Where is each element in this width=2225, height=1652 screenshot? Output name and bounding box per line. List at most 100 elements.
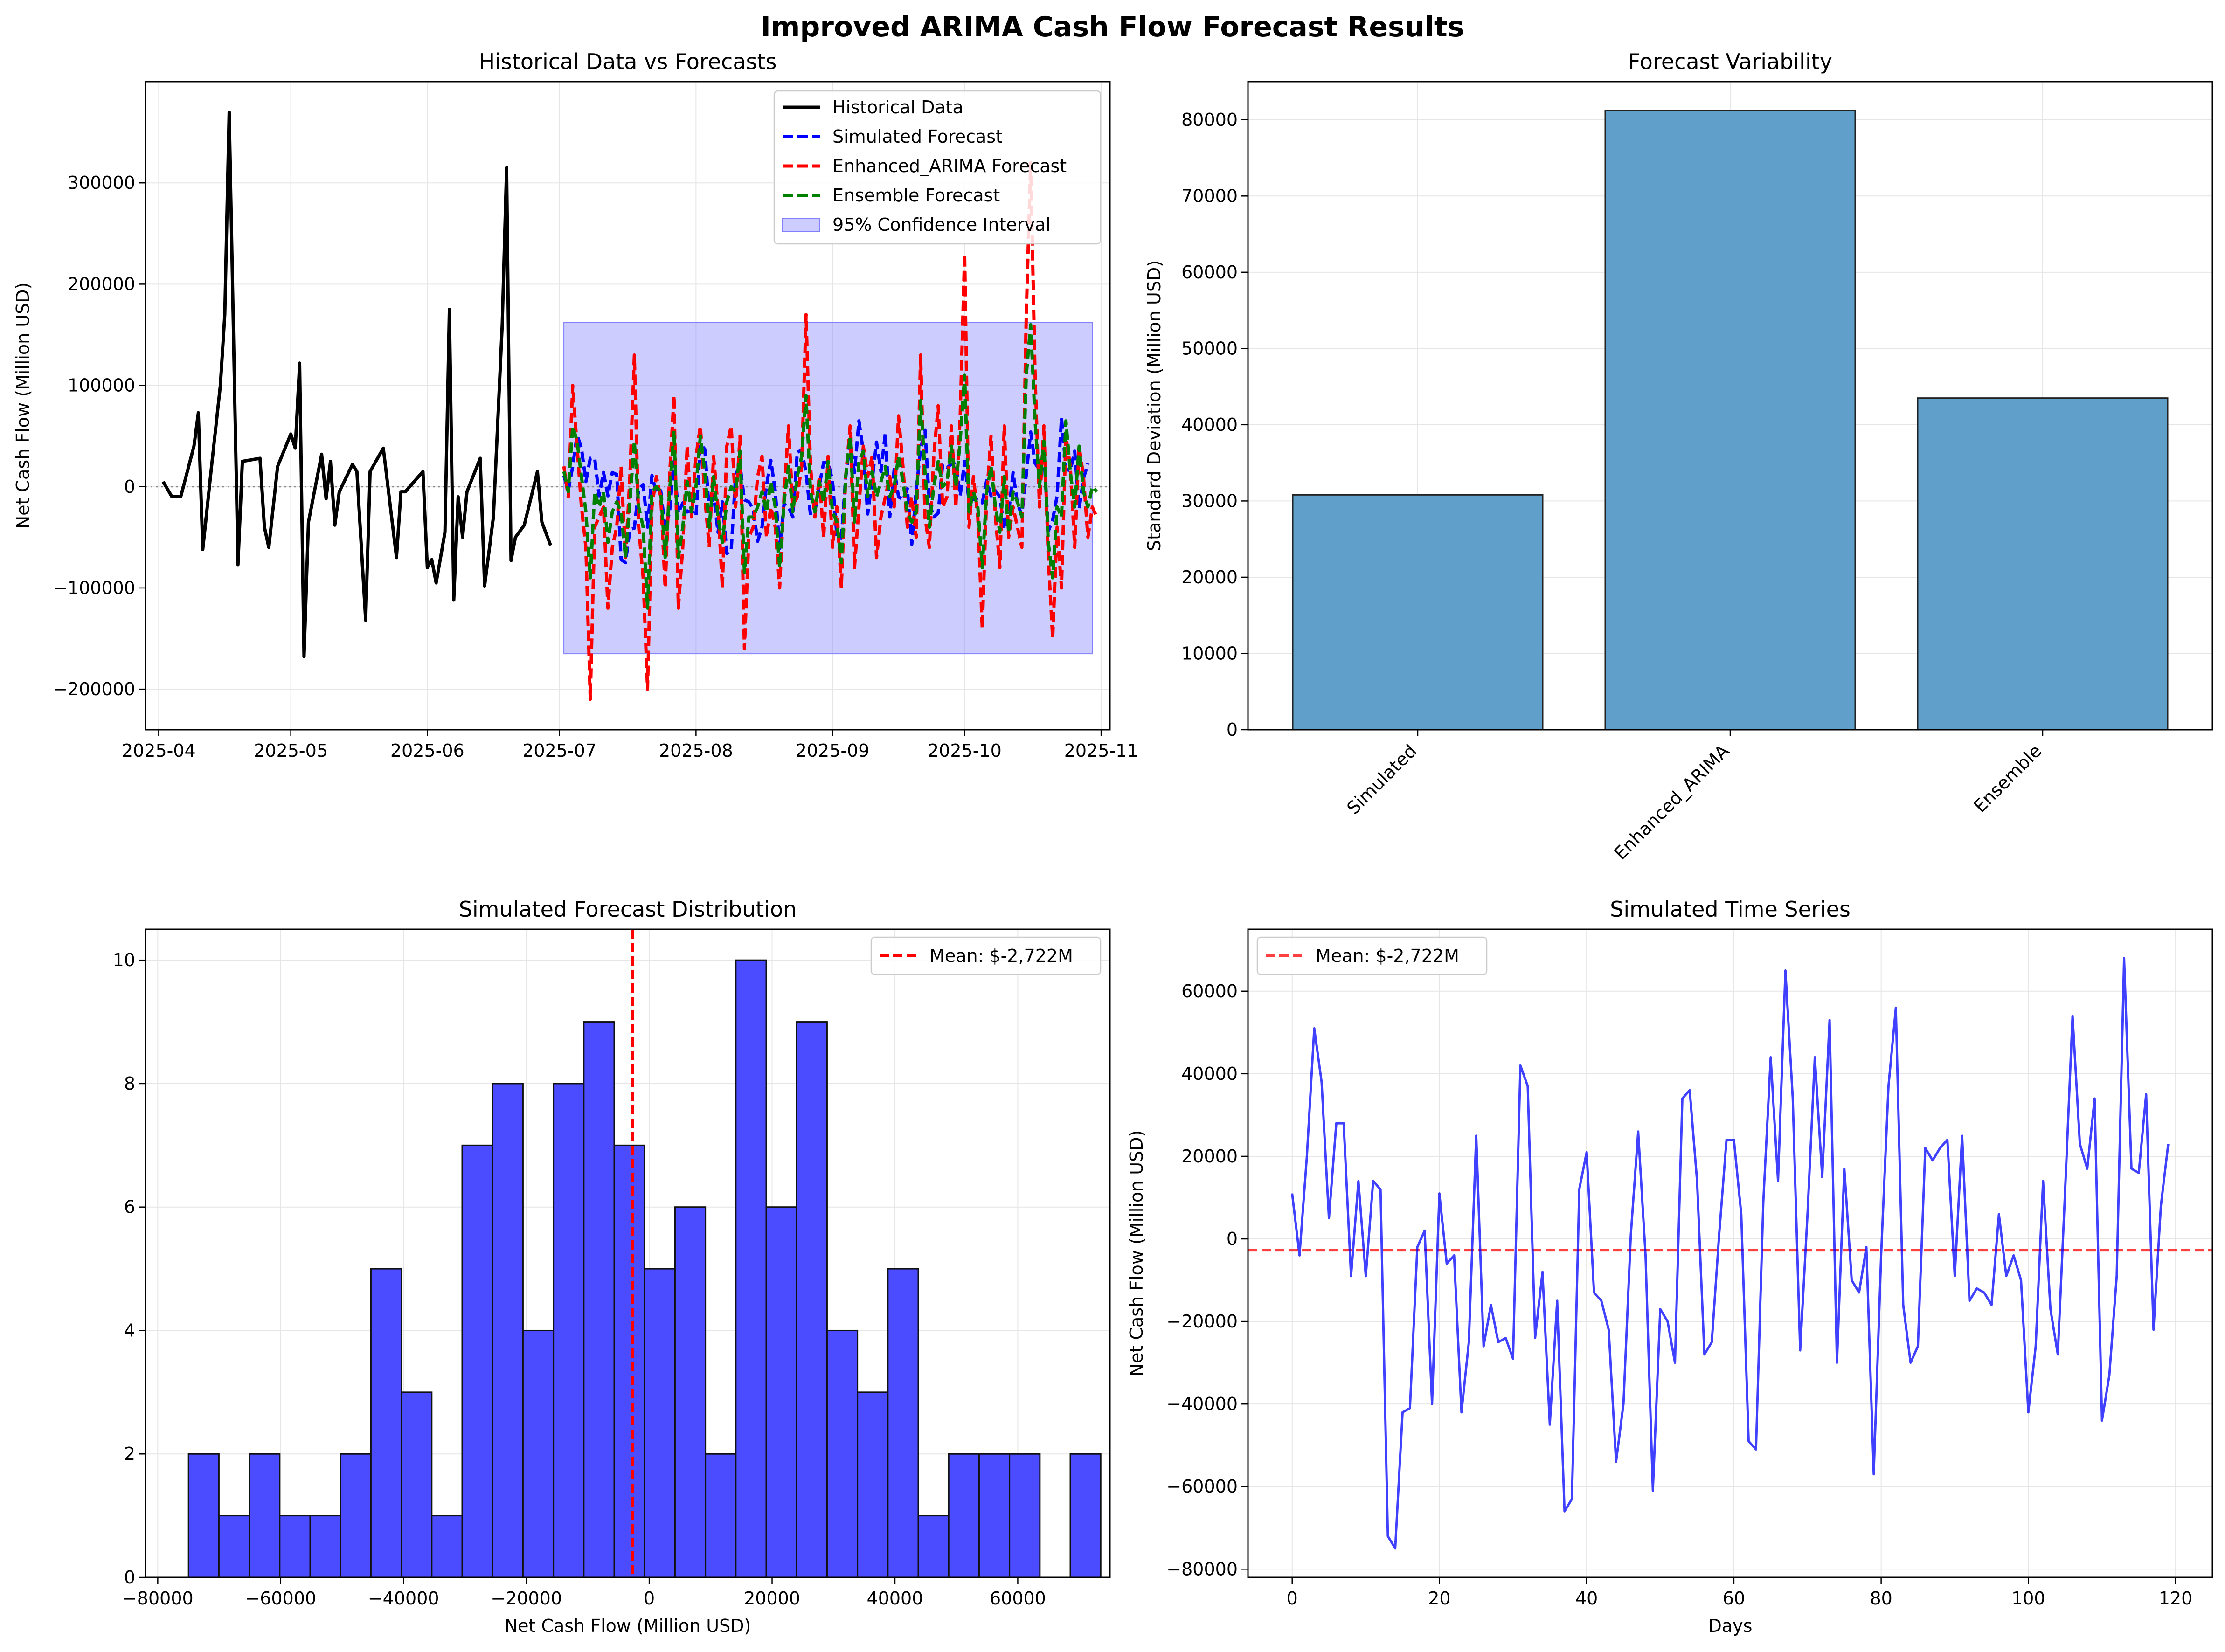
p1-ytick-label: 200000 [68, 274, 135, 294]
p3-ytick-label: 0 [124, 1567, 135, 1588]
p2-title: Forecast Variability [1628, 49, 1832, 74]
p4-series-line [1291, 957, 2170, 1550]
p2-ytick-label: 10000 [1181, 643, 1238, 664]
p4-xtick-label: 120 [2159, 1588, 2193, 1609]
p1-ensemble-forecast-line [562, 323, 1098, 610]
p2-ytick-label: 50000 [1181, 338, 1238, 359]
p3-histogram-bar [705, 1453, 737, 1578]
legend-box [773, 90, 1102, 245]
p1-legend-simulated-label: Simulated Forecast [832, 126, 1003, 147]
p1-xtick-label: 2025-09 [796, 740, 870, 761]
p3-ytick-label: 6 [124, 1197, 135, 1217]
p3-ytick-label: 4 [124, 1320, 135, 1341]
p3-ticks: 0 2 4 6 8 10 −80000 −60000 −40000 −20000 0 20000 400… [113, 950, 1046, 1609]
p4-title: Simulated Time Series [1610, 897, 1851, 922]
p4-x-axis-label: Days [1708, 1616, 1753, 1636]
p3-histogram-bar [461, 1144, 493, 1578]
p3-frame [145, 928, 1111, 1578]
p1-series-lines [161, 110, 1098, 701]
p1-legend-ci-label: 95% Confidence Interval [832, 214, 1051, 235]
p4-grid [1248, 929, 2212, 1577]
p1-ytick-label: 300000 [68, 173, 135, 193]
p3-ytick-label: 8 [124, 1073, 135, 1094]
p3-xtick-label: −20000 [491, 1588, 562, 1609]
p3-histogram-bar [218, 1515, 250, 1578]
p2-xtick-label: Simulated [1343, 740, 1421, 818]
p4-ytick-label: 60000 [1181, 981, 1238, 1002]
legend-box [870, 936, 1102, 975]
p2-bars [1292, 110, 2169, 731]
p1-ytick-label: −100000 [53, 578, 135, 598]
p3-histogram-bar [735, 959, 767, 1578]
p1-xtick-label: 2025-06 [390, 740, 464, 761]
p2-ytick-label: 0 [1227, 719, 1238, 740]
p4-simulated-line [1291, 957, 2170, 1550]
p4-frame [1247, 928, 2213, 1578]
p3-ytick-label: 2 [124, 1444, 135, 1464]
p1-legend: Historical Data Simulated Forecast Enhance… [773, 90, 1102, 245]
p3-legend: Mean: $-2,722M [870, 936, 1102, 975]
p2-ytick-label: 40000 [1181, 415, 1238, 435]
p4-ytick-label: −80000 [1166, 1559, 1238, 1579]
p4-ytick-label: −40000 [1166, 1394, 1238, 1414]
p1-ticks: −200000 −100000 0 100000 200000 300000 2025-04… [53, 173, 1138, 761]
p2-xtick-label: Enhanced_ARIMA [1610, 740, 1733, 864]
p1-simulated-forecast-line [562, 416, 1090, 565]
p2-bar-simulated [1292, 494, 1544, 731]
p4-ytick-label: 20000 [1181, 1146, 1238, 1167]
p4-ticks: −80000 −60000 −40000 −20000 0 20000 40000 60000… [1166, 981, 2192, 1609]
p3-histogram-bar [857, 1391, 889, 1578]
p2-ytick-label: 30000 [1181, 491, 1238, 511]
p2-xtick-label: Ensemble [1969, 740, 2045, 816]
p3-histogram-bar [765, 1206, 797, 1578]
p1-legend-arima-label: Enhanced_ARIMA Forecast [832, 156, 1067, 176]
p1-y-axis-label: Net Cash Flow (Million USD) [13, 283, 33, 529]
p1-title: Historical Data vs Forecasts [479, 49, 777, 74]
p3-ytick-label: 10 [113, 950, 135, 970]
p3-histogram-bar [917, 1515, 950, 1578]
p4-legend-mean-label: Mean: $-2,722M [1316, 946, 1459, 966]
p3-xtick-label: −80000 [122, 1588, 194, 1609]
p4-ytick-label: −20000 [1166, 1311, 1238, 1332]
simulated-distribution-chart: 0 2 4 6 8 10 −80000 −60000 −40000 −20000 0 20000 400… [113, 897, 1111, 1636]
p3-histogram-bar [553, 1083, 585, 1578]
legend-box [1256, 936, 1488, 975]
p2-frame [1247, 81, 2213, 731]
p1-ytick-label: 100000 [68, 375, 135, 396]
p3-xtick-label: −60000 [245, 1588, 316, 1609]
p3-histogram-bar [613, 1144, 645, 1578]
p2-ytick-label: 60000 [1181, 262, 1238, 283]
p3-xtick-label: 60000 [990, 1588, 1046, 1609]
p1-xtick-label: 2025-11 [1064, 740, 1138, 761]
p3-legend-mean-label: Mean: $-2,722M [929, 946, 1073, 966]
p4-ytick-label: −60000 [1166, 1476, 1238, 1497]
p3-histogram-bar [583, 1021, 615, 1578]
p2-ytick-label: 80000 [1181, 110, 1238, 130]
p4-xtick-label: 80 [1870, 1588, 1892, 1609]
simulated-time-series-chart: −80000 −60000 −40000 −20000 0 20000 40000 60000… [1126, 897, 2213, 1636]
p3-xtick-label: 20000 [744, 1588, 800, 1609]
p3-histogram-bars [187, 959, 1102, 1578]
p3-histogram-bar [309, 1515, 341, 1578]
p1-xtick-label: 2025-07 [522, 740, 596, 761]
p4-xtick-label: 60 [1723, 1588, 1745, 1609]
p2-y-axis-label: Standard Deviation (Million USD) [1144, 260, 1164, 551]
p3-histogram-bar [826, 1329, 859, 1578]
p4-ytick-label: 40000 [1181, 1064, 1238, 1084]
p2-bar-ensemble [1917, 397, 2169, 731]
p3-histogram-bar [522, 1329, 555, 1578]
p3-histogram-bar [279, 1515, 311, 1578]
p1-xtick-label: 2025-08 [659, 740, 733, 761]
p4-xtick-label: 0 [1287, 1588, 1298, 1609]
p1-ytick-label: −200000 [53, 679, 135, 699]
p1-historical-line [161, 110, 552, 659]
p3-histogram-bar [370, 1268, 402, 1578]
forecast-variability-chart: 0 10000 20000 30000 40000 50000 60000 70000 8000… [1144, 49, 2213, 864]
p3-histogram-bar [948, 1453, 980, 1578]
p3-histogram-bar [1069, 1453, 1102, 1578]
p1-frame [145, 81, 1111, 731]
p4-legend: Mean: $-2,722M [1256, 936, 1488, 975]
p4-xtick-label: 20 [1428, 1588, 1450, 1609]
p2-bar-enhanced-arima [1604, 110, 1856, 731]
